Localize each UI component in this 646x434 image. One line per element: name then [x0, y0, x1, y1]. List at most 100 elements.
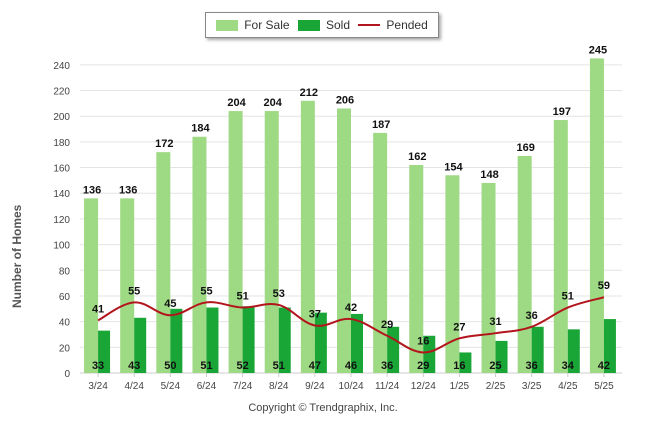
for-sale-value-label: 136 [119, 184, 137, 196]
pended-value-label: 55 [128, 285, 140, 297]
for-sale-swatch [216, 19, 239, 31]
for-sale-bar [445, 175, 460, 373]
for-sale-bar [84, 198, 99, 373]
y-tick-label: 0 [64, 369, 70, 380]
for-sale-value-label: 169 [516, 142, 534, 154]
sold-bar [531, 326, 544, 373]
for-sale-bar [120, 198, 135, 373]
legend-label-for-sale: For Sale [244, 18, 290, 32]
for-sale-bar [192, 136, 207, 373]
x-tick-label: 12/24 [411, 381, 436, 392]
pended-value-label: 42 [345, 302, 357, 314]
pended-value-label: 16 [417, 335, 429, 347]
for-sale-value-label: 206 [336, 94, 354, 106]
sold-value-label: 36 [526, 360, 538, 372]
sold-bar [423, 335, 436, 373]
sold-bar [567, 329, 580, 373]
legend-item-sold[interactable]: Sold [297, 18, 350, 32]
sold-bar [278, 307, 291, 373]
for-sale-bar [300, 100, 315, 374]
pended-value-label: 31 [489, 316, 501, 328]
for-sale-bar [553, 120, 568, 373]
legend[interactable]: For Sale Sold Pended [205, 12, 439, 38]
pended-value-label: 55 [200, 285, 212, 297]
sold-bar [351, 313, 363, 373]
sold-value-label: 25 [489, 360, 501, 372]
y-axis-label: Number of Homes [10, 204, 24, 308]
for-sale-value-label: 204 [264, 97, 283, 109]
legend-label-pended: Pended [386, 18, 428, 32]
pended-swatch [358, 24, 381, 26]
y-tick-label: 240 [53, 61, 70, 72]
sold-value-label: 43 [128, 360, 140, 372]
sold-bar [495, 340, 508, 373]
for-sale-value-label: 204 [227, 97, 246, 109]
x-tick-label: 5/24 [161, 381, 181, 392]
for-sale-value-label: 154 [444, 161, 463, 173]
sold-value-label: 46 [345, 360, 357, 372]
for-sale-bar [337, 108, 351, 373]
x-tick-label: 7/24 [233, 381, 253, 392]
sold-bar [459, 352, 472, 373]
x-tick-label: 3/25 [522, 381, 542, 392]
y-tick-label: 80 [59, 266, 71, 277]
pended-value-label: 51 [562, 291, 574, 303]
y-tick-label: 120 [53, 215, 70, 226]
for-sale-bar [264, 111, 279, 374]
for-sale-value-label: 136 [83, 184, 101, 196]
y-tick-label: 200 [53, 112, 70, 123]
pended-value-label: 59 [598, 280, 610, 292]
x-tick-label: 9/24 [305, 381, 325, 392]
for-sale-value-label: 245 [589, 44, 607, 56]
for-sale-bar [228, 111, 243, 374]
y-tick-label: 60 [59, 292, 71, 303]
for-sale-value-label: 172 [155, 138, 173, 150]
pended-value-label: 45 [164, 298, 176, 310]
sold-bar [134, 317, 147, 373]
sold-bar [603, 319, 616, 373]
x-tick-label: 1/25 [450, 381, 470, 392]
x-tick-label: 2/25 [486, 381, 506, 392]
y-tick-label: 140 [53, 189, 70, 200]
for-sale-value-label: 184 [191, 123, 210, 135]
y-tick-label: 180 [53, 138, 70, 149]
copyright-text: Copyright © Trendgraphix, Inc. [248, 402, 398, 414]
pended-value-label: 29 [381, 319, 393, 331]
for-sale-bar [373, 132, 388, 373]
for-sale-value-label: 148 [480, 169, 498, 181]
sold-bar [314, 312, 327, 373]
sold-swatch [297, 19, 320, 31]
pended-line [97, 296, 605, 354]
for-sale-bars [84, 58, 604, 374]
y-tick-label: 20 [59, 343, 71, 354]
sold-bar [170, 308, 183, 373]
legend-label-sold: Sold [325, 18, 350, 32]
sold-value-label: 42 [598, 360, 610, 372]
sold-value-label: 36 [381, 360, 393, 372]
for-sale-bar [481, 182, 496, 373]
x-tick-label: 4/24 [124, 381, 144, 392]
for-sale-value-label: 187 [372, 119, 390, 131]
sold-bar [98, 330, 111, 373]
sold-value-label: 52 [236, 360, 248, 372]
x-tick-label: 5/25 [594, 381, 614, 392]
x-tick-label: 6/24 [197, 381, 217, 392]
pended-value-label: 36 [526, 310, 538, 322]
for-sale-bar [156, 152, 171, 373]
for-sale-bar [589, 58, 604, 374]
pended-line-group [97, 296, 605, 354]
sold-value-label: 51 [200, 360, 212, 372]
legend-item-for-sale[interactable]: For Sale [216, 18, 290, 32]
pended-value-label: 51 [236, 291, 248, 303]
pended-value-label: 37 [309, 308, 321, 320]
y-tick-label: 220 [53, 87, 70, 98]
for-sale-bar [409, 164, 424, 373]
y-tick-label: 100 [53, 241, 70, 252]
sold-value-label: 47 [309, 360, 321, 372]
for-sale-value-label: 162 [408, 151, 426, 163]
for-sale-value-label: 197 [553, 106, 571, 118]
x-tick-label: 3/24 [88, 381, 108, 392]
legend-item-pended[interactable]: Pended [358, 18, 428, 32]
pended-value-label: 27 [453, 321, 465, 333]
